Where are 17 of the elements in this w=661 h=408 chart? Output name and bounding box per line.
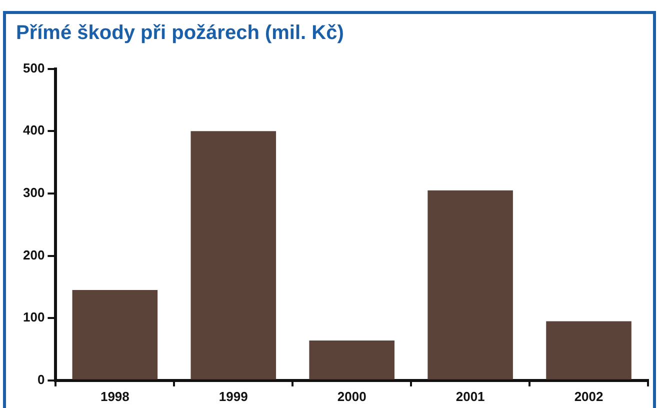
bar	[428, 190, 513, 380]
bar	[72, 290, 158, 380]
x-tick-label: 2002	[574, 388, 604, 404]
bar	[190, 131, 276, 380]
y-tick-label: 500	[22, 60, 45, 76]
y-tick-label: 400	[22, 122, 45, 138]
x-tick-label: 1998	[100, 388, 130, 404]
y-tick-label: 300	[22, 185, 45, 200]
x-tick-label: 1999	[218, 388, 248, 404]
y-tick-label: 100	[22, 310, 45, 325]
chart-title: Přímé škody při požárech (mil. Kč)	[16, 22, 344, 45]
x-tick-label: 2000	[337, 388, 366, 404]
y-tick-label: 200	[22, 247, 45, 262]
y-tick-label: 0	[37, 372, 45, 387]
bar	[309, 340, 394, 380]
bar	[546, 321, 632, 380]
x-tick-label: 2001	[456, 388, 485, 404]
